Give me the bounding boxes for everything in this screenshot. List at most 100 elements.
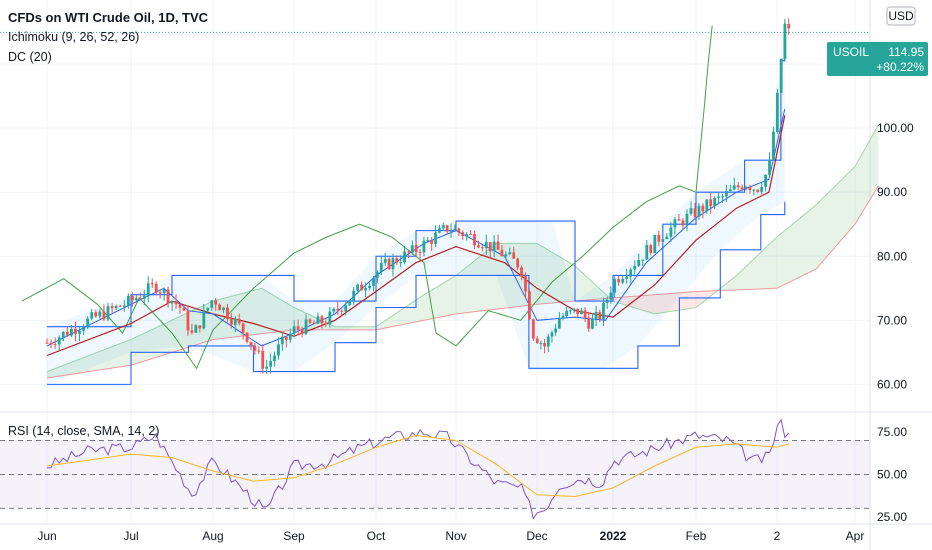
price-badge-change: +80.22% xyxy=(876,60,924,74)
cloud-segment xyxy=(416,297,420,322)
candle-body xyxy=(90,312,94,319)
candle-body xyxy=(728,189,732,192)
cloud-segment xyxy=(281,300,286,332)
candle-body xyxy=(524,276,527,292)
candle-body xyxy=(174,300,178,305)
cloud-segment xyxy=(578,269,583,301)
candle-body xyxy=(528,291,531,320)
candle-body xyxy=(158,292,162,294)
cloud-segment xyxy=(874,124,879,193)
candle-body xyxy=(783,23,787,59)
candle-body xyxy=(673,219,677,228)
candle-body xyxy=(508,252,512,255)
rsi-line xyxy=(46,418,790,520)
cloud-segment xyxy=(460,269,465,314)
candle-body xyxy=(269,361,272,367)
cloud-segment xyxy=(273,295,278,333)
candle-body xyxy=(170,300,174,304)
candle-body xyxy=(324,323,328,325)
cloud-segment xyxy=(135,335,140,364)
cloud-segment xyxy=(843,174,848,238)
candle-body xyxy=(352,290,356,301)
cloud-segment xyxy=(552,252,556,304)
price-axis-label: 90.00 xyxy=(877,185,907,199)
candle-body xyxy=(162,289,166,294)
candle-body xyxy=(304,319,308,334)
candle-body xyxy=(681,220,685,226)
cloud-segment xyxy=(831,185,836,252)
candle-body xyxy=(296,326,300,330)
donchian-channel xyxy=(47,22,786,385)
cloud-segment xyxy=(51,368,56,378)
candle-body xyxy=(500,249,504,257)
candle-body xyxy=(565,310,569,317)
candle-body xyxy=(629,269,633,277)
cloud-segment xyxy=(671,293,676,312)
cloud-segment xyxy=(796,217,801,279)
rsi-title[interactable]: RSI (14, close, SMA, 14, 2) xyxy=(8,424,159,438)
candle-body xyxy=(403,251,406,263)
cloud-segment xyxy=(188,310,193,348)
indicator-ichimoku[interactable]: Ichimoku (9, 26, 52, 26) xyxy=(8,30,139,44)
candle-body xyxy=(86,318,90,328)
cloud-segment xyxy=(72,360,77,375)
cloud-segment xyxy=(629,296,634,308)
currency-button[interactable]: USD xyxy=(886,6,916,26)
cloud-segment xyxy=(772,237,777,289)
cloud-segment xyxy=(571,263,575,302)
candle-body xyxy=(657,235,661,242)
candle-body xyxy=(210,300,214,308)
candle-body xyxy=(732,185,736,190)
candle-body xyxy=(407,251,410,253)
cloud-segment xyxy=(590,279,594,300)
cloud-segment xyxy=(180,314,185,350)
candle-body xyxy=(449,230,453,232)
rsi-pane xyxy=(0,418,870,520)
cloud-segment xyxy=(167,320,172,354)
cloud-segment xyxy=(285,302,290,331)
rsi-axis-label: 75.00 xyxy=(877,425,907,439)
cloud-segment xyxy=(625,296,630,307)
candle-body xyxy=(543,343,546,347)
candle-body xyxy=(261,350,265,369)
cloud-segment xyxy=(277,297,282,332)
candle-body xyxy=(340,310,344,312)
candle-body xyxy=(142,295,146,299)
candle-body xyxy=(364,288,367,291)
candle-body xyxy=(764,174,768,187)
candle-body xyxy=(535,338,539,344)
candle-body xyxy=(118,305,122,307)
cloud-segment xyxy=(101,349,106,370)
candle-body xyxy=(572,308,576,311)
candle-body xyxy=(461,232,465,236)
candle-body xyxy=(214,300,218,305)
candle-body xyxy=(484,242,488,249)
candle-body xyxy=(625,276,629,279)
candle-body xyxy=(617,279,621,283)
indicator-donchian[interactable]: DC (20) xyxy=(8,50,52,64)
rsi-ma-line xyxy=(46,434,789,498)
cloud-segment xyxy=(662,293,667,313)
cloud-segment xyxy=(68,361,73,375)
candle-body xyxy=(693,208,697,217)
cloud-segment xyxy=(257,288,262,335)
cloud-segment xyxy=(855,159,859,225)
cloud-segment xyxy=(448,277,452,316)
candle-body xyxy=(82,327,85,331)
candle-body xyxy=(336,308,340,311)
cloud-segment xyxy=(540,245,545,304)
candle-body xyxy=(122,305,126,307)
cloud-segment xyxy=(792,221,797,281)
cloud-segment xyxy=(131,337,136,366)
candle-body xyxy=(114,305,118,309)
cloud-segment xyxy=(488,246,493,311)
cloud-segment xyxy=(363,326,368,330)
candle-body xyxy=(130,295,134,301)
time-axis-label: Nov xyxy=(445,529,466,543)
candle-body xyxy=(379,262,383,273)
cloud-segment xyxy=(265,290,270,334)
candle-body xyxy=(430,240,434,244)
candle-body xyxy=(701,205,705,212)
candle-body xyxy=(669,227,673,237)
